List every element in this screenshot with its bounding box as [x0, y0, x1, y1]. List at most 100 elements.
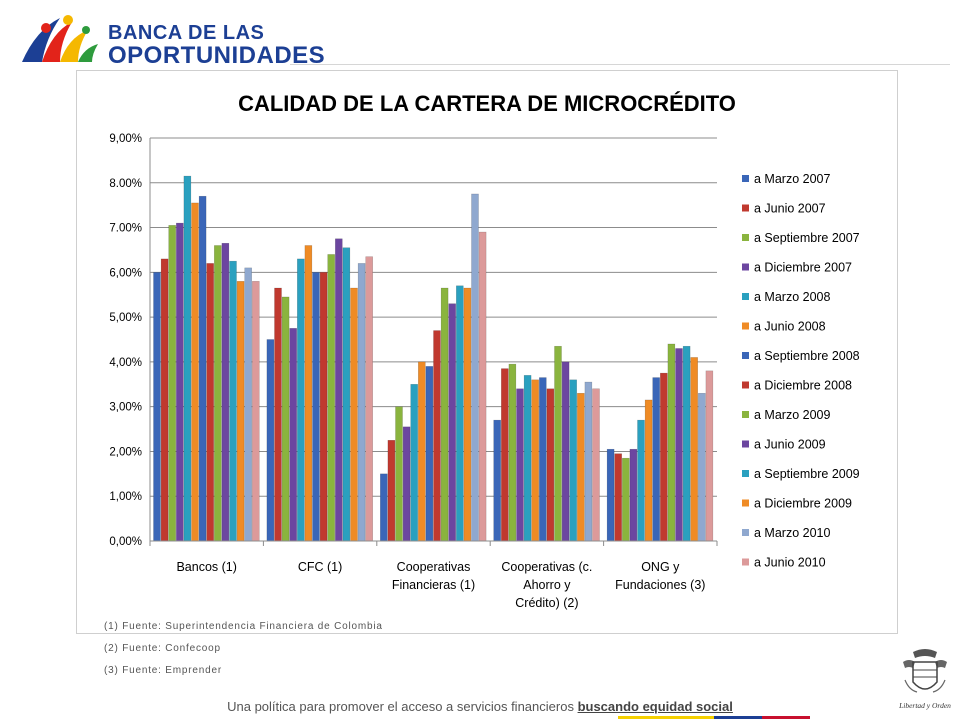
y-tick-label: 8.00%	[109, 178, 142, 190]
bar	[629, 448, 638, 542]
bar	[229, 260, 237, 542]
bar	[289, 328, 297, 542]
x-category-label: ONG y	[641, 560, 680, 574]
bar	[493, 419, 501, 542]
legend-label: a Septiembre 2007	[754, 231, 860, 245]
x-category-label: Bancos (1)	[176, 560, 236, 574]
bar	[214, 245, 222, 542]
y-tick-label: 1,00%	[109, 491, 142, 503]
bar	[644, 399, 653, 542]
legend-swatch	[742, 470, 749, 477]
bar	[266, 339, 275, 542]
source-note: (2) Fuente: Confecoop	[104, 643, 221, 654]
x-category-label: Crédito) (2)	[515, 596, 578, 610]
bar	[274, 287, 282, 542]
flag-stripe-red	[762, 716, 810, 719]
bar	[622, 457, 630, 542]
legend-swatch	[742, 529, 749, 536]
bar	[584, 381, 593, 542]
legend-label: a Junio 2009	[754, 438, 826, 452]
legend-label: a Junio 2007	[754, 202, 826, 216]
legend-swatch	[742, 558, 749, 566]
footer-text: Una política para promover el acceso a s…	[227, 699, 578, 714]
bar	[176, 222, 184, 542]
coat-of-arms-seal: Libertad y Orden	[895, 646, 955, 712]
bar	[516, 388, 524, 542]
legend-swatch	[742, 293, 749, 300]
bar	[183, 175, 192, 542]
bar	[335, 238, 343, 542]
bar	[523, 375, 532, 542]
bar	[304, 245, 313, 542]
x-category-label: Financieras (1)	[392, 578, 475, 592]
bar	[508, 363, 517, 542]
x-category-label: CFC (1)	[298, 560, 342, 574]
logo-title-line1: BANCA DE LAS	[108, 22, 265, 44]
flag-stripe-yellow	[618, 716, 714, 719]
flag-stripe-blue	[714, 716, 762, 719]
bar	[252, 281, 260, 542]
bar	[448, 303, 456, 542]
bar	[281, 296, 290, 542]
bar	[652, 377, 660, 542]
bar	[365, 256, 373, 542]
bar	[402, 426, 411, 542]
legend-swatch	[742, 440, 749, 448]
bar	[440, 287, 449, 542]
bar	[546, 388, 555, 542]
bar	[667, 343, 676, 542]
bar	[614, 453, 622, 542]
legend-label: a Diciembre 2007	[754, 261, 852, 275]
bar	[153, 272, 161, 542]
source-note: (1) Fuente: Superintendencia Financiera …	[104, 621, 383, 632]
y-tick-label: 5,00%	[109, 312, 142, 324]
bar	[357, 263, 366, 542]
x-category-label: Cooperativas	[397, 560, 471, 574]
legend-label: a Diciembre 2008	[754, 379, 852, 393]
legend-label: a Marzo 2009	[754, 408, 830, 422]
y-tick-label: 9,00%	[109, 133, 142, 145]
bar	[319, 272, 328, 542]
x-category-label: Fundaciones (3)	[615, 578, 705, 592]
bar	[297, 258, 305, 542]
source-notes: (1) Fuente: Superintendencia Financiera …	[104, 620, 383, 686]
bar	[312, 272, 320, 542]
bar	[168, 225, 176, 542]
y-tick-label: 7.00%	[109, 223, 142, 235]
bar	[531, 379, 539, 542]
bar	[690, 357, 698, 542]
bar	[577, 392, 585, 542]
y-tick-label: 4,00%	[109, 357, 142, 369]
bar	[410, 384, 418, 542]
legend-label: a Diciembre 2009	[754, 497, 852, 511]
bar	[501, 368, 509, 542]
legend-swatch	[742, 381, 749, 389]
bar-chart: CALIDAD DE LA CARTERA DE MICROCRÉDITO 0,0…	[109, 91, 860, 610]
bar	[236, 281, 245, 542]
legend-label: a Septiembre 2008	[754, 349, 860, 363]
bar	[433, 330, 441, 542]
y-tick-label: 0,00%	[109, 536, 142, 548]
legend-label: a Septiembre 2009	[754, 467, 860, 481]
legend-swatch	[742, 499, 749, 507]
bar	[387, 440, 396, 542]
bar	[478, 231, 487, 542]
bar	[463, 287, 472, 542]
bar	[682, 345, 691, 542]
bar	[380, 473, 388, 542]
coat-of-arms-icon: Libertad y Orden	[898, 649, 951, 710]
bar	[425, 366, 434, 542]
footer-slogan: Una política para promover el acceso a s…	[0, 699, 960, 714]
x-category-label: Ahorro y	[523, 578, 571, 592]
legend-swatch	[742, 204, 749, 212]
legend-label: a Marzo 2007	[754, 172, 830, 186]
bar	[221, 242, 230, 542]
bar	[606, 448, 615, 542]
bar	[592, 388, 600, 542]
bar	[206, 263, 214, 542]
banca-oportunidades-logo: BANCA DE LAS OPORTUNIDADES	[16, 8, 325, 70]
bar	[569, 379, 577, 542]
y-tick-label: 6,00%	[109, 267, 142, 279]
bar	[539, 377, 547, 542]
bar	[198, 195, 207, 542]
